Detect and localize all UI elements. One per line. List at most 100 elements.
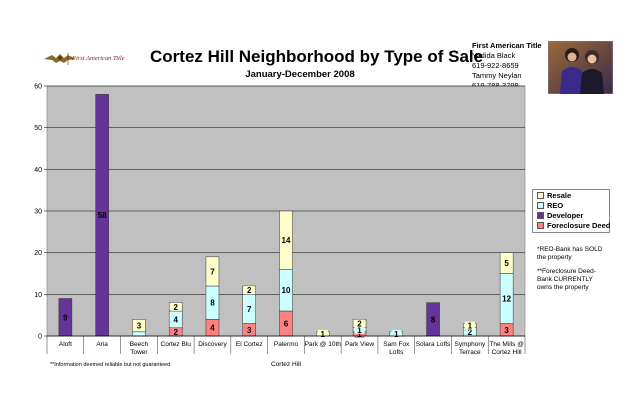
legend-item-reo: REO bbox=[537, 201, 563, 211]
x-tick-label: Tower bbox=[130, 349, 148, 356]
data-label-bg bbox=[170, 315, 181, 324]
data-label-bg bbox=[60, 313, 71, 322]
data-label: 2 bbox=[357, 320, 362, 329]
data-label: 3 bbox=[504, 326, 509, 335]
data-label: 2 bbox=[468, 328, 473, 337]
x-tick-label: Palermo bbox=[274, 341, 299, 348]
agents-photo bbox=[548, 41, 613, 94]
data-label-bg bbox=[281, 319, 291, 328]
legend-item-foreclosure: Foreclosure Deed bbox=[537, 221, 610, 231]
legend-label-developer: Developer bbox=[547, 211, 584, 220]
x-tick-label: Discovery bbox=[198, 341, 227, 348]
data-label: 7 bbox=[247, 305, 252, 314]
data-label-bg bbox=[170, 327, 181, 336]
first-american-eagle-logo bbox=[44, 53, 76, 65]
chart-title: Cortez Hill Neighborhood by Type of Sale bbox=[150, 47, 484, 66]
data-label: 7 bbox=[210, 267, 215, 276]
data-label-bg bbox=[207, 298, 218, 307]
x-tick-label: El Cortez bbox=[236, 341, 263, 348]
contact-name-1: Yadida Black bbox=[472, 51, 516, 60]
contact-phone-1: 619-922-8659 bbox=[472, 61, 519, 70]
legend-label-resale: Resale bbox=[547, 191, 572, 200]
legend-swatch-foreclosure bbox=[537, 221, 544, 229]
foreclosure-note: **Foreclosure Deed-Bank CURRENTLY owns t… bbox=[537, 268, 596, 291]
data-label-bg bbox=[244, 304, 255, 313]
data-label: 5 bbox=[504, 259, 509, 268]
x-tick-label: Park View bbox=[345, 341, 374, 348]
chart-subtitle: January-December 2008 bbox=[245, 69, 355, 80]
data-label-bg bbox=[244, 325, 255, 334]
data-label: 58 bbox=[98, 211, 107, 220]
x-tick-label: Terrace bbox=[459, 349, 481, 356]
data-label: 3 bbox=[137, 322, 142, 331]
x-tick-label: Park @ 10th bbox=[305, 341, 342, 348]
data-label: 8 bbox=[210, 299, 215, 308]
legend-label-reo: REO bbox=[547, 201, 564, 210]
x-tick-label: Beech bbox=[130, 341, 149, 348]
data-label: 8 bbox=[431, 315, 436, 324]
x-axis-label: Cortez Hill bbox=[271, 361, 302, 368]
data-label: 1 bbox=[357, 330, 362, 339]
contact-phone-2: 619-788-3798 bbox=[472, 81, 519, 90]
disclaimer-footnote: **Information deemed reliable but not gu… bbox=[50, 362, 171, 368]
x-tick-label: Aloft bbox=[59, 341, 72, 348]
legend-item-developer: Developer bbox=[537, 211, 583, 221]
data-label-bg bbox=[464, 321, 475, 330]
data-label: 14 bbox=[282, 236, 291, 245]
legend-label-foreclosure: Foreclosure Deed bbox=[547, 221, 611, 230]
data-label-bg bbox=[354, 325, 365, 334]
data-label-bg bbox=[354, 329, 365, 338]
legend-swatch-developer bbox=[537, 211, 544, 219]
data-label: 10 bbox=[282, 286, 291, 295]
contact-block: First American Title Yadida Black 619-92… bbox=[472, 41, 542, 91]
contact-company: First American Title bbox=[472, 41, 542, 50]
data-label-bg bbox=[244, 286, 255, 295]
y-tick-label: 20 bbox=[34, 250, 42, 257]
data-label-bg bbox=[207, 267, 218, 276]
data-label-bg bbox=[354, 319, 365, 328]
data-label: 3 bbox=[247, 326, 252, 335]
data-label: 4 bbox=[210, 324, 215, 333]
data-label: 1 bbox=[394, 330, 399, 339]
bar-reo bbox=[132, 331, 146, 337]
data-label-bg bbox=[464, 327, 475, 336]
data-label-bg bbox=[281, 286, 291, 295]
y-tick-label: 10 bbox=[34, 292, 42, 299]
legend: Resale REO Developer Foreclosure Deed bbox=[532, 189, 610, 233]
y-tick-label: 40 bbox=[34, 167, 42, 174]
x-tick-label: Symphony bbox=[454, 341, 485, 348]
x-tick-label: Solara Lofts bbox=[416, 341, 451, 348]
data-label: 2 bbox=[173, 303, 178, 312]
data-label-bg bbox=[97, 211, 108, 220]
data-label: 1 bbox=[357, 326, 362, 335]
contact-name-2: Tammy Neylan bbox=[472, 71, 522, 80]
x-tick-label: The Mills @ bbox=[489, 341, 524, 348]
data-label: 9 bbox=[63, 313, 68, 322]
data-label-bg bbox=[501, 325, 512, 334]
data-label-bg bbox=[391, 329, 402, 338]
data-label-bg bbox=[428, 315, 439, 324]
data-label-bg bbox=[501, 259, 512, 268]
data-label-bg bbox=[281, 236, 291, 245]
x-tick-label: Aria bbox=[96, 341, 108, 348]
legend-swatch-resale bbox=[537, 191, 544, 199]
y-tick-label: 50 bbox=[34, 125, 42, 132]
y-tick-label: 60 bbox=[34, 84, 42, 91]
data-label: 1 bbox=[321, 330, 326, 339]
y-tick-label: 0 bbox=[38, 334, 42, 341]
reo-note: *REO-Bank has SOLD the property bbox=[537, 246, 603, 261]
data-label-bg bbox=[207, 323, 218, 332]
legend-item-resale: Resale bbox=[537, 191, 571, 201]
data-label: 6 bbox=[284, 320, 289, 329]
x-tick-label: Lofts bbox=[389, 349, 404, 356]
x-tick-label: Sam Fox bbox=[383, 341, 410, 348]
data-label: 1 bbox=[468, 322, 473, 331]
data-label: 2 bbox=[173, 328, 178, 337]
data-label: 12 bbox=[502, 295, 511, 304]
data-label-bg bbox=[501, 294, 512, 303]
data-label: 4 bbox=[173, 315, 178, 324]
x-tick-label: Cortez Blu bbox=[161, 341, 192, 348]
logo-text: First American Title bbox=[72, 55, 125, 62]
data-label-bg bbox=[317, 329, 328, 338]
